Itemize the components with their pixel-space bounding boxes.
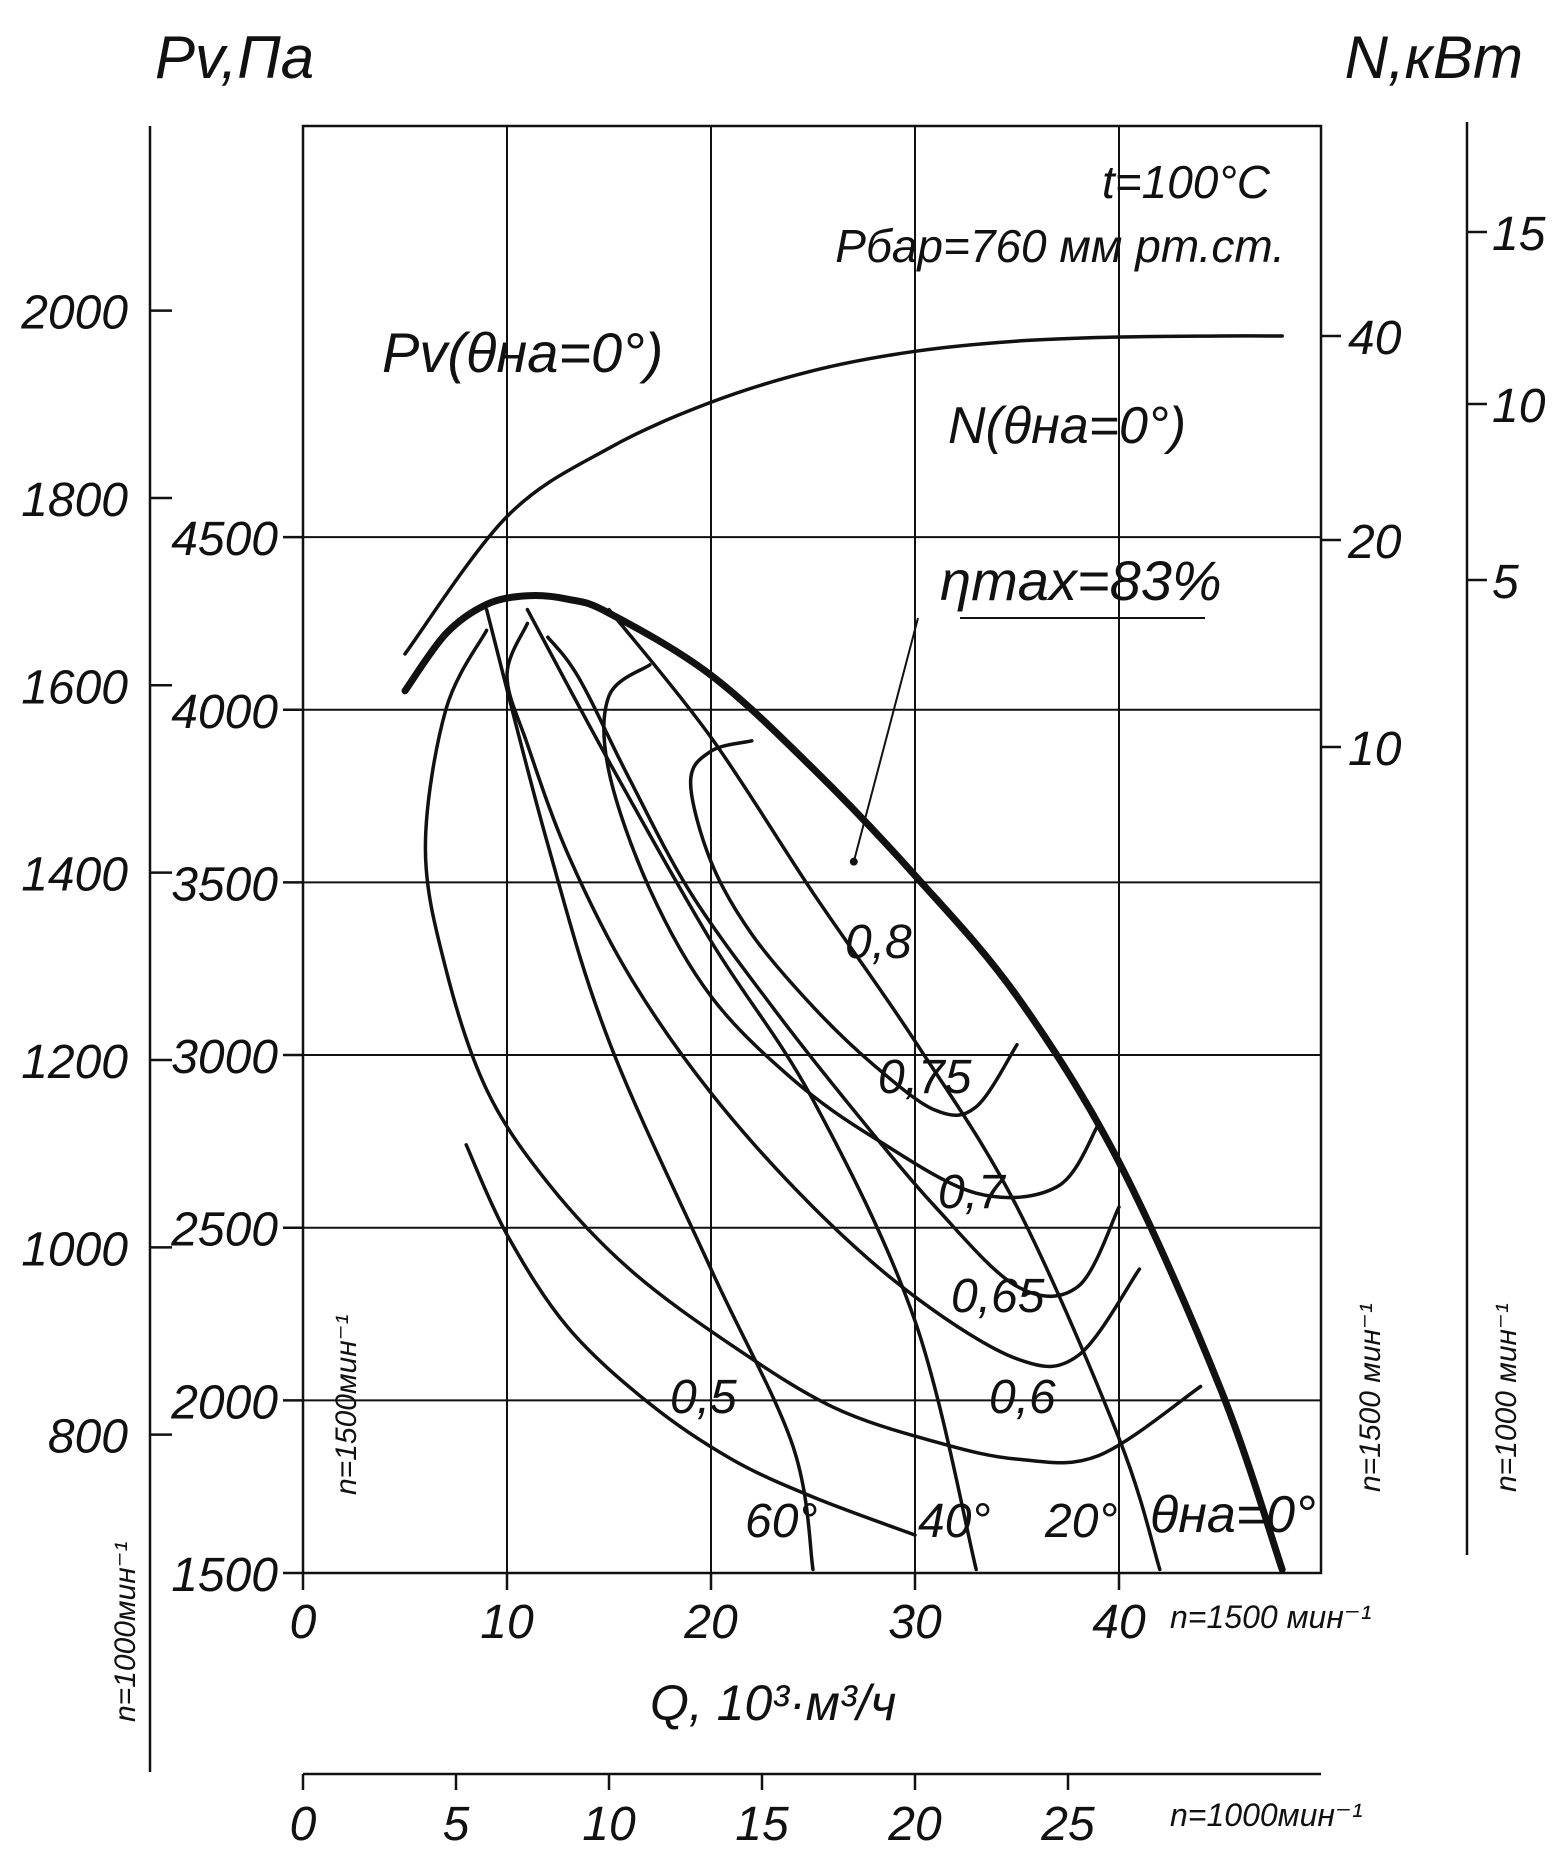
angle-label: 60°: [745, 1495, 818, 1548]
speed-label-outer-left: n=1000мин⁻¹: [109, 1541, 142, 1722]
curve-efficiency-06: [423, 628, 1203, 1465]
pv-tick-label-1500: 3000: [171, 1031, 278, 1084]
curve-angle-20: [607, 607, 1162, 1572]
q-tick-label-1000: 15: [735, 1798, 789, 1851]
curve-power-N0: [403, 334, 1284, 656]
curve-efficiency-05: [464, 1143, 917, 1537]
eta-max-leader-line: [852, 617, 919, 862]
pv-tick-label-1500: 4500: [171, 513, 278, 566]
pv-tick-label-1000: 1000: [21, 1223, 128, 1276]
q-tick-label-1500: 40: [1092, 1596, 1146, 1649]
pv-tick-label-1000: 1400: [21, 849, 128, 902]
pv-tick-label-1000: 1200: [21, 1036, 128, 1089]
curves-layer: [401, 334, 1286, 1573]
pv-tick-label-1500: 2000: [170, 1376, 278, 1429]
plot-frame: [301, 124, 1323, 1575]
n-tick-label-1000: 15: [1492, 208, 1546, 261]
angle-labels: 60° 40° 20° θна=0°: [745, 1486, 1316, 1548]
pressure-annotation: Pбар=760 мм рт.ст.: [835, 220, 1285, 272]
pv-tick-label-1500: 3500: [171, 858, 278, 911]
q-tick-label-1000: 0: [290, 1798, 317, 1851]
curve-efficiency-065: [505, 621, 1142, 1369]
pv-tick-label-1500: 4000: [171, 686, 278, 739]
q-tick-label-1000: 25: [1040, 1798, 1095, 1851]
n-tick-label-1500: 10: [1348, 723, 1402, 776]
pv-ticks-1500: 4500 4000 3500 3000 2500 2000 1500: [170, 513, 303, 1602]
efficiency-label: 0,7: [938, 1166, 1007, 1219]
q-ticks-1000: 0 5 10 15 20 25: [290, 1774, 1095, 1851]
pv-tick-label-1500: 2500: [170, 1204, 278, 1257]
pv-tick-label-1000: 1800: [21, 474, 128, 527]
y-axis-left-title: Pv,Па: [155, 24, 314, 91]
power-curve-label: N(θна=0°): [948, 397, 1186, 455]
angle-label: 40°: [918, 1495, 991, 1548]
curve-efficiency-075: [602, 663, 1101, 1200]
angle-label: θна=0°: [1150, 1486, 1316, 1544]
pressure-curve-label: Pv(θна=0°): [382, 321, 663, 384]
y-axis-right-title: N,кВт: [1345, 24, 1523, 91]
x-axis-title: Q, 10³·м³/ч: [650, 1675, 896, 1731]
efficiency-label: 0,5: [670, 1371, 737, 1424]
q-tick-label-1500: 0: [290, 1596, 317, 1649]
curve-angle-60: [484, 607, 815, 1572]
efficiency-label: 0,6: [989, 1371, 1056, 1424]
pv-tick-label-1500: 1500: [171, 1549, 278, 1602]
efficiency-label: 0,65: [951, 1270, 1045, 1323]
pv-tick-label-1000: 1600: [21, 661, 128, 714]
speed-label-bottom-1500: n=1500 мин⁻¹: [1170, 1599, 1371, 1635]
q-tick-label-1000: 20: [887, 1798, 942, 1851]
n-ticks-1000: 15 10 5: [1467, 208, 1546, 609]
n-tick-label-1500: 20: [1347, 516, 1402, 569]
curve-pressure-Pv0: [401, 592, 1286, 1573]
pv-tick-label-1000: 800: [48, 1411, 128, 1464]
n-tick-label-1000: 5: [1492, 556, 1519, 609]
efficiency-label: 0,8: [845, 916, 912, 969]
eta-max-point: [849, 857, 858, 866]
efficiency-label: 0,75: [878, 1051, 972, 1104]
q-tick-label-1000: 5: [443, 1798, 470, 1851]
curve-efficiency-08: [688, 739, 1019, 1118]
n-tick-label-1500: 40: [1348, 312, 1402, 365]
curve-efficiency-07: [546, 635, 1121, 1298]
eta-max-label: ηmax=83%: [940, 549, 1222, 612]
speed-label-bottom-1000: n=1000мин⁻¹: [1170, 1797, 1363, 1833]
q-tick-label-1500: 20: [683, 1596, 738, 1649]
pv-tick-label-1000: 2000: [20, 287, 128, 340]
temperature-annotation: t=100°C: [1102, 156, 1271, 208]
speed-label-inner-left: n=1500мин⁻¹: [330, 1314, 363, 1495]
q-tick-label-1500: 30: [888, 1596, 942, 1649]
efficiency-labels: 0,8 0,75 0,7 0,65 0,6 0,5: [670, 916, 1056, 1424]
speed-label-inner-right: n=1500 мин⁻¹: [1354, 1303, 1387, 1492]
q-tick-label-1000: 10: [582, 1798, 636, 1851]
pv-ticks-1000: 2000 1800 1600 1400 1200 1000 800: [20, 287, 172, 1464]
q-tick-label-1500: 10: [480, 1596, 534, 1649]
n-tick-label-1000: 10: [1492, 380, 1546, 433]
angle-label: 20°: [1044, 1495, 1118, 1548]
speed-label-outer-right: n=1000 мин⁻¹: [1490, 1303, 1523, 1492]
q-ticks-1500: 0 10 20 30 40: [290, 1573, 1146, 1649]
n-ticks-1500: 40 20 10: [1321, 312, 1402, 776]
